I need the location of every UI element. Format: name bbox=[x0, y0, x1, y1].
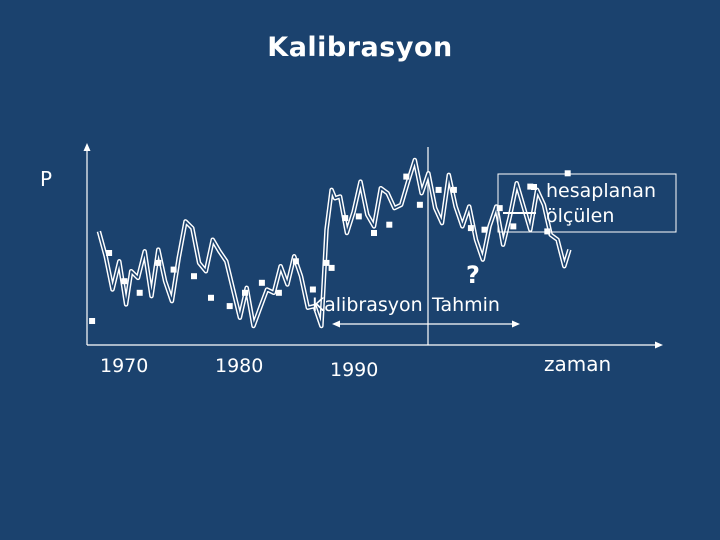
chart-title: Kalibrasyon bbox=[267, 32, 453, 63]
range-arrow-left-icon bbox=[332, 320, 340, 328]
calibration-label: Kalibrasyon bbox=[312, 294, 423, 316]
plot-area bbox=[89, 157, 572, 329]
hesaplanan-point bbox=[481, 226, 488, 233]
legend-label-hesaplanan: hesaplanan bbox=[546, 180, 656, 202]
legend-label-olculen: ölçülen bbox=[546, 205, 614, 227]
series-line-olculen-core bbox=[98, 159, 571, 327]
hesaplanan-point bbox=[226, 303, 233, 310]
x-tick-label-1990: 1990 bbox=[330, 359, 378, 381]
hesaplanan-point bbox=[242, 289, 248, 296]
hesaplanan-point bbox=[208, 294, 214, 301]
hesaplanan-point bbox=[292, 258, 299, 265]
hesaplanan-point bbox=[323, 259, 330, 266]
hesaplanan-point bbox=[544, 228, 551, 235]
x-tick-label-1980: 1980 bbox=[215, 355, 263, 377]
hesaplanan-point bbox=[342, 215, 349, 222]
y-axis-arrow-icon bbox=[83, 143, 91, 151]
hesaplanan-point bbox=[386, 221, 393, 228]
hesaplanan-point bbox=[467, 225, 474, 232]
hesaplanan-point bbox=[309, 286, 316, 293]
hesaplanan-point bbox=[136, 289, 143, 296]
hesaplanan-point bbox=[258, 279, 265, 286]
hesaplanan-point bbox=[155, 259, 162, 266]
range-arrow-right-icon bbox=[512, 320, 520, 328]
hesaplanan-point bbox=[121, 278, 128, 285]
hesaplanan-point bbox=[89, 318, 96, 324]
hesaplanan-point bbox=[106, 250, 113, 256]
hesaplanan-point bbox=[450, 186, 457, 193]
x-tick-label-1970: 1970 bbox=[100, 355, 148, 377]
hesaplanan-point bbox=[416, 201, 423, 208]
hesaplanan-point bbox=[510, 223, 517, 230]
hesaplanan-point bbox=[371, 230, 377, 236]
hesaplanan-point bbox=[170, 266, 177, 273]
hesaplanan-point bbox=[403, 173, 410, 180]
hesaplanan-point bbox=[527, 183, 534, 190]
question-mark: ? bbox=[466, 261, 480, 289]
hesaplanan-point bbox=[275, 289, 282, 296]
hesaplanan-point bbox=[564, 170, 571, 177]
y-axis-label: P bbox=[40, 167, 52, 191]
legend-box bbox=[497, 173, 677, 233]
hesaplanan-point bbox=[355, 213, 362, 220]
legend-marker-hesaplanan-icon bbox=[531, 184, 537, 190]
forecast-label: Tahmin bbox=[431, 294, 500, 316]
hesaplanan-point bbox=[435, 186, 442, 193]
hesaplanan-point bbox=[496, 205, 503, 212]
hesaplanan-point bbox=[191, 273, 197, 280]
hesaplanan-point bbox=[328, 264, 335, 271]
x-axis-label: zaman bbox=[544, 352, 611, 376]
x-axis-arrow-icon bbox=[655, 341, 663, 349]
